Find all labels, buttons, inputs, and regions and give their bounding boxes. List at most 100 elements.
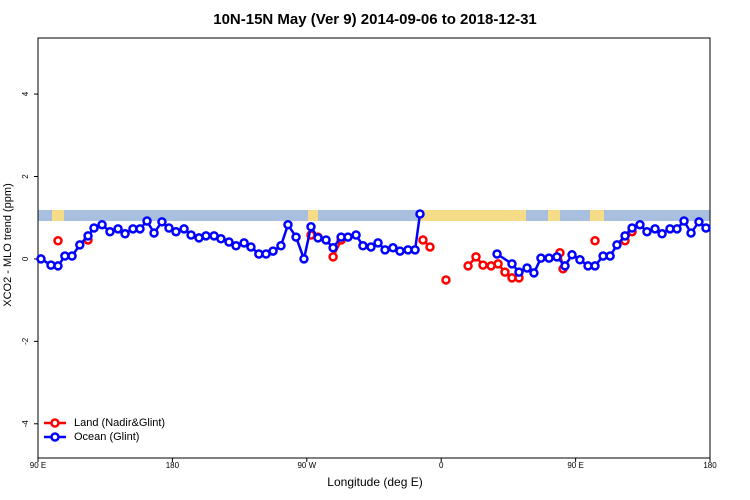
data-point bbox=[171, 226, 181, 237]
y-axis-label: XCO2 - MLO trend (ppm) bbox=[2, 183, 14, 306]
data-point bbox=[395, 246, 405, 256]
data-point bbox=[135, 224, 145, 234]
data-point bbox=[343, 232, 353, 242]
data-point bbox=[186, 230, 196, 240]
data-point bbox=[321, 235, 331, 245]
x-axis-label: Longitude (deg E) bbox=[327, 475, 422, 489]
data-point bbox=[679, 216, 689, 226]
data-point bbox=[83, 231, 93, 241]
data-point bbox=[75, 240, 85, 250]
data-point bbox=[224, 237, 234, 247]
data-point bbox=[313, 233, 323, 243]
legend-symbol bbox=[50, 418, 60, 428]
data-point bbox=[216, 233, 226, 244]
y-tick-label: -2 bbox=[21, 337, 30, 345]
plot-frame bbox=[37, 37, 711, 459]
data-point bbox=[567, 250, 577, 260]
data-point bbox=[612, 240, 622, 250]
x-tick-label: 180 bbox=[703, 461, 717, 470]
data-point bbox=[493, 259, 503, 269]
data-point bbox=[650, 224, 660, 234]
data-point bbox=[694, 217, 704, 227]
data-point bbox=[53, 236, 63, 246]
data-point bbox=[53, 261, 63, 271]
data-point bbox=[605, 251, 615, 261]
x-tick-label: 90 E bbox=[567, 461, 583, 470]
legend-label: Land (Nadir&Glint) bbox=[74, 417, 165, 429]
data-point bbox=[283, 219, 293, 230]
data-point bbox=[463, 261, 473, 271]
data-point bbox=[560, 261, 570, 271]
y-tick-label: 0 bbox=[21, 256, 30, 261]
data-point bbox=[97, 219, 107, 230]
data-point bbox=[358, 240, 368, 251]
data-point bbox=[366, 242, 376, 252]
chart-title: 10N-15N May (Ver 9) 2014-09-06 to 2018-1… bbox=[213, 11, 537, 28]
data-point bbox=[672, 224, 682, 234]
data-point bbox=[478, 260, 488, 270]
data-point bbox=[492, 249, 502, 259]
data-point bbox=[575, 254, 585, 265]
data-point bbox=[268, 246, 278, 256]
data-point bbox=[306, 222, 316, 232]
data-point bbox=[536, 253, 546, 263]
data-point bbox=[179, 224, 189, 234]
data-point bbox=[544, 253, 554, 263]
data-point bbox=[380, 245, 390, 255]
x-tick-label: 0 bbox=[439, 461, 444, 470]
x-tick-label: 90 W bbox=[297, 461, 316, 470]
data-point bbox=[590, 236, 600, 246]
data-point bbox=[642, 226, 652, 237]
data-point bbox=[507, 259, 517, 269]
data-point bbox=[328, 243, 338, 253]
y-tick-label: 4 bbox=[21, 91, 30, 96]
data-point bbox=[410, 245, 420, 255]
data-point bbox=[239, 238, 249, 248]
data-point bbox=[120, 229, 130, 239]
data-point bbox=[89, 223, 99, 233]
data-point bbox=[36, 254, 46, 264]
data-point bbox=[231, 240, 241, 251]
data-point bbox=[67, 251, 77, 261]
data-point bbox=[201, 231, 211, 241]
data-point bbox=[522, 263, 532, 273]
data-point bbox=[164, 223, 174, 233]
data-point bbox=[686, 228, 696, 238]
data-point bbox=[425, 242, 435, 252]
data-point bbox=[276, 240, 286, 251]
data-point bbox=[246, 242, 256, 252]
data-point bbox=[373, 238, 383, 248]
data-point bbox=[142, 216, 152, 226]
x-tick-label: 90 E bbox=[30, 461, 46, 470]
data-point bbox=[529, 268, 539, 278]
legend-label: Ocean (Glint) bbox=[74, 431, 139, 443]
data-point bbox=[552, 252, 562, 262]
data-point bbox=[627, 223, 637, 233]
map-strip bbox=[38, 210, 710, 221]
data-point bbox=[471, 252, 481, 262]
legend-symbol bbox=[50, 432, 60, 442]
data-point bbox=[514, 267, 524, 277]
data-point bbox=[157, 217, 167, 227]
x-tick-label: 180 bbox=[166, 461, 180, 470]
data-point bbox=[113, 224, 123, 234]
data-point bbox=[635, 219, 645, 230]
data-point bbox=[590, 261, 600, 271]
data-point bbox=[657, 229, 667, 239]
y-tick-label: -4 bbox=[21, 420, 30, 428]
data-point bbox=[328, 252, 338, 262]
data-point bbox=[701, 223, 711, 233]
data-point bbox=[388, 243, 398, 253]
data-point bbox=[291, 232, 301, 242]
data-point bbox=[149, 228, 159, 238]
data-point bbox=[441, 275, 451, 285]
data-point bbox=[415, 209, 425, 219]
data-point bbox=[351, 230, 361, 240]
data-point bbox=[299, 254, 309, 264]
data-point bbox=[418, 235, 428, 245]
y-tick-label: 2 bbox=[21, 174, 30, 179]
data-point bbox=[105, 226, 115, 237]
data-point bbox=[620, 231, 630, 241]
data-point bbox=[500, 267, 510, 277]
